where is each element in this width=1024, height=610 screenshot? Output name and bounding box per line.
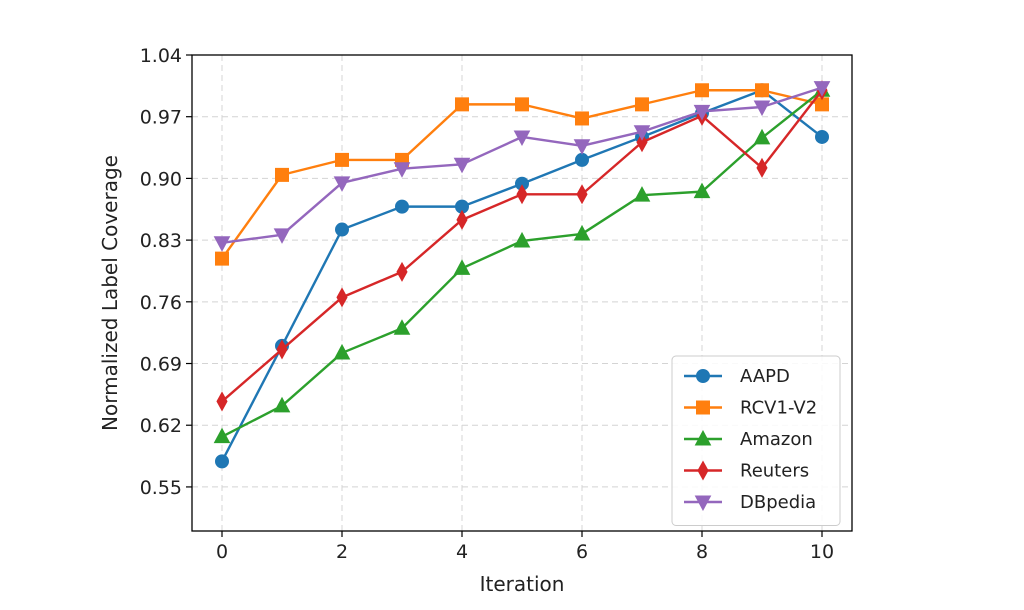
- x-tick-label: 4: [456, 541, 468, 563]
- data-point-dbpedia: [513, 130, 531, 147]
- data-point-amazon: [573, 224, 591, 241]
- data-point-amazon: [393, 319, 411, 335]
- data-point-rcv1-v2: [455, 97, 469, 112]
- legend-marker: [696, 400, 710, 415]
- legend-marker: [696, 369, 710, 383]
- data-point-aapd: [575, 152, 589, 167]
- legend-label: Amazon: [740, 429, 813, 450]
- y-axis-label: Normalized Label Coverage: [98, 155, 122, 431]
- data-point-dbpedia: [693, 104, 711, 121]
- legend-item-reuters: Reuters: [684, 460, 809, 482]
- data-point-amazon: [633, 186, 651, 202]
- data-point-reuters: [276, 339, 288, 360]
- legend-box: [671, 355, 841, 526]
- axis-ticks: 0 2 4 6 8 10 0.55 0.62 0.69 0.76 0.83 0.90 0.97 1.04: [140, 45, 834, 563]
- data-point-amazon: [513, 231, 531, 248]
- series-dbpedia: [213, 81, 831, 252]
- plot-series: [213, 80, 831, 469]
- data-point-dbpedia: [753, 100, 771, 117]
- legend: AAPD RCV1-V2 Amazon Reuters DBpedia: [671, 355, 841, 526]
- data-point-amazon: [333, 343, 351, 360]
- legend-marker: [697, 460, 709, 481]
- x-axis-label: Iteration: [480, 572, 565, 596]
- data-point-reuters: [216, 391, 228, 412]
- y-tick-label: 1.04: [140, 45, 182, 67]
- data-point-reuters: [516, 184, 528, 205]
- x-tick-label: 8: [696, 541, 708, 563]
- legend-label: RCV1-V2: [740, 398, 817, 419]
- data-point-rcv1-v2: [515, 97, 529, 112]
- legend-item-rcv1-v2: RCV1-V2: [684, 398, 817, 419]
- y-tick-label: 0.69: [140, 354, 182, 376]
- legend-item-dbpedia: DBpedia: [684, 492, 816, 513]
- x-tick-label: 10: [810, 541, 834, 563]
- data-point-aapd: [335, 222, 349, 237]
- data-point-reuters: [636, 132, 648, 153]
- data-point-aapd: [815, 129, 829, 144]
- y-tick-label: 0.76: [140, 292, 182, 314]
- legend-label: AAPD: [740, 366, 790, 387]
- data-point-rcv1-v2: [575, 111, 589, 126]
- legend-label: Reuters: [740, 461, 809, 482]
- data-point-dbpedia: [633, 125, 651, 141]
- x-tick-label: 6: [576, 541, 588, 563]
- y-tick-label: 0.97: [140, 107, 182, 129]
- data-point-reuters: [756, 157, 768, 178]
- legend-item-amazon: Amazon: [684, 429, 813, 450]
- data-point-dbpedia: [333, 176, 351, 192]
- legend-marker: [694, 429, 712, 446]
- plot-frame: [191, 54, 853, 532]
- y-tick-label: 0.62: [140, 415, 182, 437]
- data-point-dbpedia: [813, 81, 831, 97]
- data-point-dbpedia: [393, 162, 411, 178]
- y-tick-label: 0.55: [140, 477, 182, 499]
- data-point-rcv1-v2: [335, 152, 349, 167]
- data-point-dbpedia: [453, 157, 471, 174]
- data-point-rcv1-v2: [215, 251, 229, 266]
- data-point-reuters: [336, 287, 348, 308]
- data-point-amazon: [213, 427, 231, 444]
- data-point-reuters: [576, 184, 588, 205]
- x-tick-label: 0: [216, 541, 228, 563]
- series-amazon: [213, 81, 831, 444]
- series-rcv1-v2: [215, 83, 829, 266]
- data-point-amazon: [453, 259, 471, 275]
- data-point-dbpedia: [273, 228, 291, 244]
- legend-label: DBpedia: [740, 492, 816, 513]
- data-point-rcv1-v2: [755, 83, 769, 98]
- data-point-amazon: [693, 182, 711, 199]
- data-point-amazon: [753, 128, 771, 145]
- data-point-rcv1-v2: [695, 83, 709, 98]
- legend-marker: [694, 495, 712, 512]
- data-point-dbpedia: [213, 236, 231, 252]
- data-point-rcv1-v2: [275, 167, 289, 182]
- data-point-rcv1-v2: [635, 97, 649, 112]
- x-tick-label: 2: [336, 541, 348, 563]
- y-tick-label: 0.83: [140, 230, 182, 252]
- data-point-aapd: [215, 454, 229, 469]
- data-point-reuters: [456, 209, 468, 230]
- legend-item-aapd: AAPD: [684, 366, 790, 387]
- data-point-aapd: [395, 199, 409, 214]
- data-point-amazon: [273, 396, 291, 413]
- data-point-dbpedia: [573, 139, 591, 155]
- data-point-reuters: [396, 261, 408, 282]
- y-tick-label: 0.90: [140, 168, 182, 190]
